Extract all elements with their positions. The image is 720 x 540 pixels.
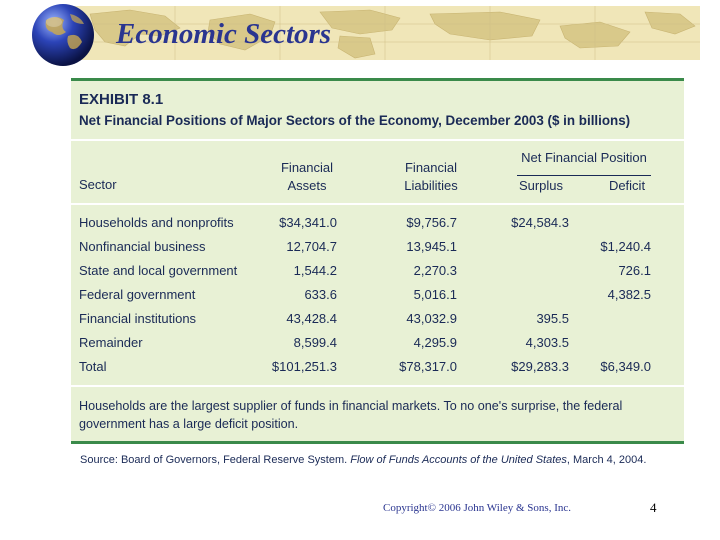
exhibit-table: EXHIBIT 8.1 Net Financial Positions of M… (71, 78, 684, 444)
row-sector: Financial institutions (79, 311, 197, 326)
col-header-surplus: Surplus (518, 178, 564, 193)
cell-liabilities: 43,032.9 (406, 311, 457, 326)
row-sector: Federal government (79, 287, 196, 302)
cell-liabilities: 4,295.9 (413, 335, 457, 350)
col-header-assets-line1: Financial (280, 160, 334, 175)
cell-liabilities: $78,317.0 (399, 359, 457, 374)
cell-assets: 43,428.4 (286, 311, 337, 326)
source-suffix: , March 4, 2004. (566, 454, 647, 466)
row-sector: State and local government (79, 263, 238, 278)
cell-assets: 633.6 (304, 287, 337, 302)
cell-liabilities: 13,945.1 (406, 239, 457, 254)
divider (71, 385, 684, 387)
cell-liabilities: $9,756.7 (406, 215, 457, 230)
group-header-rule (517, 175, 651, 176)
row-sector: Remainder (79, 335, 143, 350)
copyright-notice: Copyright© 2006 John Wiley & Sons, Inc. (383, 502, 571, 514)
col-header-assets: Financial Assets (267, 159, 347, 195)
col-header-liabilities-line1: Financial (404, 160, 458, 175)
cell-assets: $101,251.3 (271, 359, 337, 374)
row-sector: Nonfinancial business (79, 239, 206, 254)
exhibit-title: Net Financial Positions of Major Sectors… (79, 113, 631, 128)
page-number: 4 (650, 500, 657, 515)
cell-surplus: 395.5 (536, 311, 569, 326)
globe-icon (32, 4, 94, 66)
world-map-banner (70, 6, 700, 60)
cell-assets: $34,341.0 (279, 215, 337, 230)
row-sector: Households and nonprofits (79, 215, 234, 230)
cell-deficit: 4,382.5 (607, 287, 651, 302)
slide-title: Economic Sectors (116, 18, 332, 50)
slide-header: Economic Sectors (0, 0, 720, 70)
col-header-deficit: Deficit (608, 178, 646, 193)
cell-deficit: $1,240.4 (600, 239, 651, 254)
divider (71, 139, 684, 141)
exhibit-note: Households are the largest supplier of f… (79, 399, 623, 431)
source-title: Flow of Funds Accounts of the United Sta… (350, 454, 567, 466)
cell-surplus: $24,584.3 (511, 215, 569, 230)
cell-liabilities: 2,270.3 (413, 263, 457, 278)
row-sector: Total (79, 359, 107, 374)
exhibit-label: EXHIBIT 8.1 (79, 91, 164, 108)
cell-assets: 8,599.4 (293, 335, 337, 350)
col-header-sector: Sector (79, 177, 117, 192)
cell-deficit: 726.1 (618, 263, 651, 278)
col-header-liabilities-line2: Liabilities (404, 178, 458, 193)
col-header-assets-line2: Assets (287, 178, 327, 193)
cell-liabilities: 5,016.1 (413, 287, 457, 302)
cell-surplus: 4,303.5 (525, 335, 569, 350)
cell-assets: 1,544.2 (293, 263, 337, 278)
source-prefix: Source: Board of Governors, Federal Rese… (80, 454, 351, 466)
group-header-net-financial-position: Net Financial Position (521, 150, 647, 165)
source-citation: Source: Board of Governors, Federal Rese… (80, 454, 646, 466)
divider (71, 203, 684, 205)
cell-deficit: $6,349.0 (600, 359, 651, 374)
col-header-liabilities: Financial Liabilities (391, 159, 471, 195)
cell-assets: 12,704.7 (286, 239, 337, 254)
cell-surplus: $29,283.3 (511, 359, 569, 374)
